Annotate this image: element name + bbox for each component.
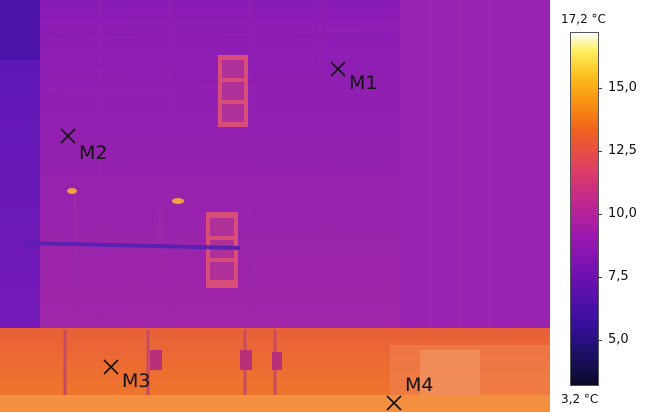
scale-tick-label: 10,0 — [608, 206, 637, 222]
scale-tick-label: 15,0 — [608, 80, 637, 96]
marker-m2: M2 — [60, 128, 107, 164]
building-right — [400, 0, 550, 340]
traffic-signal-arm — [24, 241, 241, 250]
svg-text:M2: M2 — [79, 142, 107, 164]
scale-tick-mark — [598, 339, 602, 341]
scale-tick-mark — [598, 88, 602, 90]
scale-tick-mark — [598, 214, 602, 216]
scale-max-label: 17,2 °C — [561, 12, 606, 26]
svg-text:M1: M1 — [349, 72, 377, 94]
scale-tick-label: 5,0 — [608, 331, 629, 347]
scale-tick-mark — [598, 151, 602, 153]
street-lamps — [67, 188, 184, 330]
thermal-image: M1 M2 M3 M4 — [0, 0, 550, 412]
scale-tick-mark — [598, 276, 602, 278]
color-gradient-bar — [570, 32, 599, 386]
scale-tick-label: 7,5 — [608, 268, 629, 284]
marker-m3: M3 — [103, 359, 150, 392]
scale-tick-label: 12,5 — [608, 143, 637, 159]
marker-m4: M4 — [386, 374, 433, 411]
scale-min-label: 3,2 °C — [561, 392, 599, 406]
svg-text:M4: M4 — [405, 374, 433, 396]
temperature-scale: 17,2 °C 15,0 12,5 10,0 7,5 5,0 3,2 °C — [550, 0, 653, 412]
marker-m1: M1 — [330, 61, 377, 94]
svg-text:M3: M3 — [122, 370, 150, 392]
